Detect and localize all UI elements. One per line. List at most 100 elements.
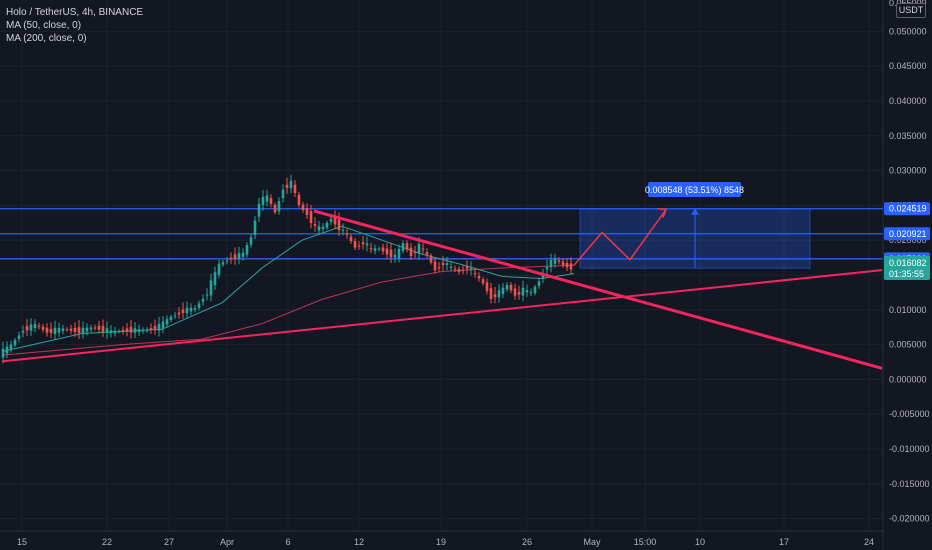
candle-body [137, 329, 141, 332]
measure-label-bg [648, 182, 741, 197]
candle-body [77, 327, 81, 334]
price-tag-bg [884, 227, 930, 241]
candle-body [193, 308, 197, 310]
candle-body [93, 327, 97, 329]
candle-body [217, 263, 221, 275]
candle-body [445, 263, 449, 266]
candle-body [389, 249, 393, 258]
y-tick-label: -0.015000 [889, 479, 930, 489]
price-tag-label: 0.024519 [889, 204, 927, 214]
candle-body [1, 348, 5, 358]
candle-body [213, 272, 217, 286]
candle-body [369, 248, 373, 250]
candle-body [553, 258, 557, 264]
candle-body [145, 330, 149, 332]
candle-body [61, 328, 65, 331]
candle-body [461, 269, 465, 271]
candle-body [17, 335, 21, 339]
candle-body [185, 307, 189, 314]
candle-body [37, 325, 41, 327]
candle-body [465, 266, 469, 269]
candle-body [169, 316, 173, 321]
candle-body [9, 344, 13, 350]
candle-body [529, 292, 533, 294]
candle-body [325, 222, 329, 228]
x-tick-label: 17 [779, 537, 789, 547]
candle-body [149, 328, 153, 330]
candle-body [69, 328, 73, 331]
candle-body [89, 327, 93, 330]
candle-body [49, 328, 53, 333]
y-tick-label: 0.010000 [889, 305, 927, 315]
candle-body [105, 328, 109, 333]
candle-body [513, 288, 517, 296]
candle-body [109, 330, 113, 333]
candle-body [385, 248, 389, 255]
candle-body [165, 319, 169, 325]
y-tick-label: -0.005000 [889, 409, 930, 419]
candle-body [117, 331, 121, 333]
candle-body [317, 226, 321, 231]
candle-body [381, 247, 385, 252]
currency-badge[interactable]: USDT [896, 3, 926, 18]
candle-body [157, 324, 161, 331]
candle-body [489, 288, 493, 299]
candle-body [13, 339, 17, 346]
candle-body [449, 266, 453, 268]
y-tick-label: 0.005000 [889, 340, 927, 350]
candle-body [521, 287, 525, 296]
chart-legend: Holo / TetherUS, 4h, BINANCE MA (50, clo… [6, 6, 143, 45]
candle-body [341, 229, 345, 231]
candle-body [421, 248, 425, 250]
candle-body [473, 272, 477, 274]
projection-arrow-head [657, 207, 668, 218]
candle-body [545, 267, 549, 270]
candle-body [501, 287, 505, 294]
candle-body [237, 253, 241, 260]
symbol-title[interactable]: Holo / TetherUS, 4h, BINANCE [6, 7, 144, 18]
ma200-label[interactable]: MA (200, close, 0) [6, 33, 87, 44]
candle-body [301, 204, 305, 210]
candle-body [309, 211, 313, 224]
candle-body [101, 325, 105, 332]
candle-body [269, 198, 273, 204]
candle-body [177, 312, 181, 315]
candle-body [57, 328, 61, 333]
trendline-ascending [1, 269, 883, 363]
candle-body [485, 282, 489, 292]
x-tick-label: 19 [436, 537, 446, 547]
candle-body [245, 244, 249, 255]
candle-body [125, 328, 129, 332]
candle-body [205, 294, 209, 296]
candle-body [477, 276, 481, 279]
candle-body [353, 241, 357, 248]
candle-body [429, 255, 433, 263]
candle-body [321, 226, 325, 230]
candle-body [361, 242, 365, 245]
candle-body [5, 346, 9, 354]
candle-body [153, 325, 157, 330]
measure-label: 0.008548 (53.51%) 8548 [645, 185, 744, 195]
projection-path [573, 209, 667, 266]
candle-body [425, 252, 429, 255]
x-tick-label: 15 [17, 537, 27, 547]
candle-body [409, 247, 413, 257]
price-tag-bg [884, 202, 930, 216]
y-tick-label: 0.000000 [889, 374, 927, 384]
candle-body [345, 233, 349, 235]
candle-body [405, 243, 409, 250]
y-tick-label: -0.010000 [889, 444, 930, 454]
candle-body [285, 184, 289, 189]
candle-body [21, 330, 25, 333]
last-price-tag-bg [884, 256, 930, 280]
ma50-label[interactable]: MA (50, close, 0) [6, 20, 82, 31]
candle-body [233, 254, 237, 259]
candle-body [441, 262, 445, 265]
candle-body [557, 260, 561, 262]
candle-body [537, 281, 541, 286]
candle-body [261, 196, 265, 206]
x-tick-label: 22 [102, 537, 112, 547]
candle-body [141, 330, 145, 332]
candle-body [469, 268, 473, 270]
